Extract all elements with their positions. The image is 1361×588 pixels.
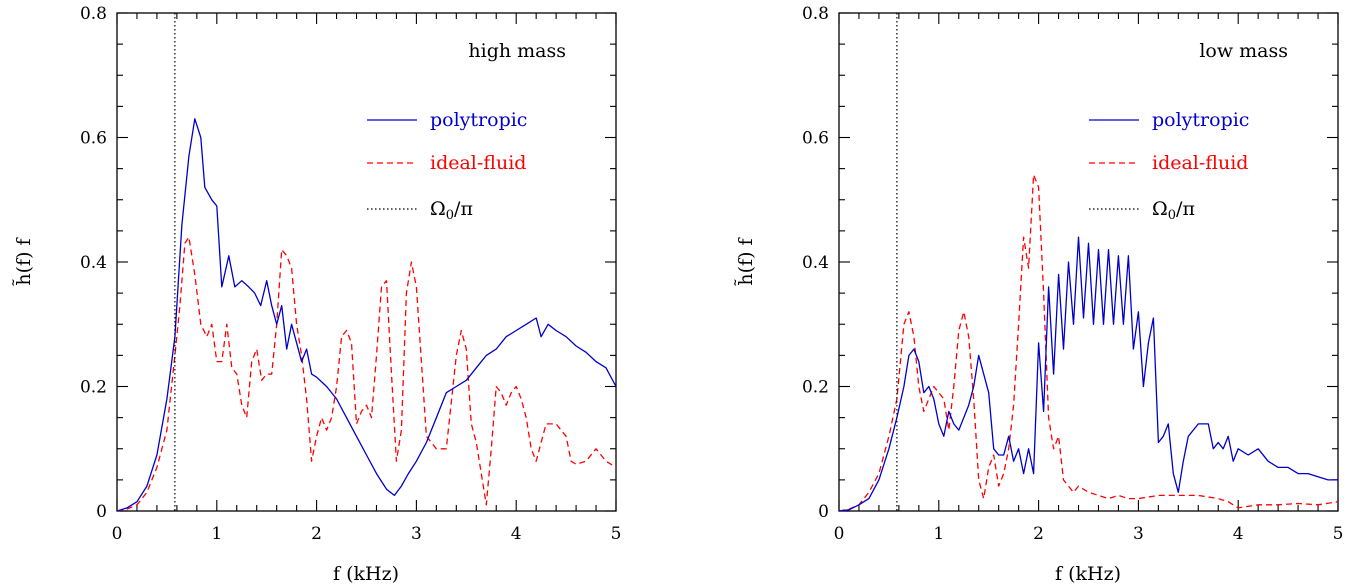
y-axis-title: h̃(f) f — [734, 236, 757, 285]
legend-label-polytropic: polytropic — [430, 109, 527, 131]
series-lines — [116, 13, 617, 512]
chart-high-mass: 0 1 2 3 4 5 0 0.2 0.4 0.6 0.8 f (kHz) h̃(f) f hig… — [12, 4, 622, 585]
y-tick-labels: 0 0.2 0.4 0.6 0.8 — [802, 4, 829, 522]
x-tick-label: 1 — [211, 524, 222, 544]
series-lines — [838, 13, 1339, 512]
chart-low-mass: 0 1 2 3 4 5 0 0.2 0.4 0.6 0.8 f (kHz) h̃(f) f low… — [734, 4, 1344, 585]
series-line-ideal-fluid — [116, 236, 617, 512]
legend-label-polytropic: polytropic — [1152, 109, 1249, 131]
y-tick-label: 0 — [818, 502, 829, 522]
plot-frame — [116, 12, 617, 512]
panel-annotation: low mass — [1199, 40, 1288, 62]
x-tick-label: 4 — [1233, 524, 1244, 544]
y-axis-title: h̃(f) f — [12, 236, 35, 285]
y-tick-label: 0.8 — [802, 4, 829, 24]
series-line-polytropic — [838, 236, 1338, 512]
legend: polytropic ideal-fluid Ω0/π — [367, 109, 527, 223]
legend-label-omega: Ω0/π — [1152, 198, 1195, 223]
x-tick-labels: 0 1 2 3 4 5 — [834, 524, 1344, 544]
x-tick-label: 1 — [933, 524, 944, 544]
x-tick-label: 0 — [834, 524, 845, 544]
y-tick-label: 0.2 — [80, 378, 107, 398]
series-line-ideal-fluid — [838, 174, 1339, 512]
y-tick-label: 0.2 — [802, 378, 829, 398]
x-tick-labels: 0 1 2 3 4 5 — [112, 524, 622, 544]
x-tick-label: 2 — [1033, 524, 1044, 544]
plot-frame — [838, 12, 1339, 512]
axis-ticks — [838, 12, 1339, 512]
x-axis-title: f (kHz) — [1055, 563, 1121, 585]
panel-annotation: high mass — [468, 40, 566, 62]
legend-label-omega: Ω0/π — [430, 198, 473, 223]
x-tick-label: 3 — [411, 524, 422, 544]
legend-label-ideal-fluid: ideal-fluid — [1152, 152, 1248, 174]
x-tick-label: 5 — [1333, 524, 1344, 544]
y-tick-label: 0 — [96, 502, 107, 522]
y-tick-label: 0.4 — [802, 253, 829, 273]
series-line-polytropic — [116, 118, 617, 512]
x-tick-label: 3 — [1133, 524, 1144, 544]
x-axis-title: f (kHz) — [333, 563, 399, 585]
legend: polytropic ideal-fluid Ω0/π — [1089, 109, 1249, 223]
y-tick-labels: 0 0.2 0.4 0.6 0.8 — [80, 4, 107, 522]
x-tick-label: 4 — [511, 524, 522, 544]
y-tick-label: 0.4 — [80, 253, 107, 273]
y-tick-label: 0.8 — [80, 4, 107, 24]
legend-label-ideal-fluid: ideal-fluid — [430, 152, 526, 174]
x-tick-label: 2 — [311, 524, 322, 544]
x-tick-label: 5 — [611, 524, 622, 544]
axis-ticks — [116, 12, 617, 512]
y-tick-label: 0.6 — [80, 129, 107, 149]
x-tick-label: 0 — [112, 524, 123, 544]
y-tick-label: 0.6 — [802, 129, 829, 149]
